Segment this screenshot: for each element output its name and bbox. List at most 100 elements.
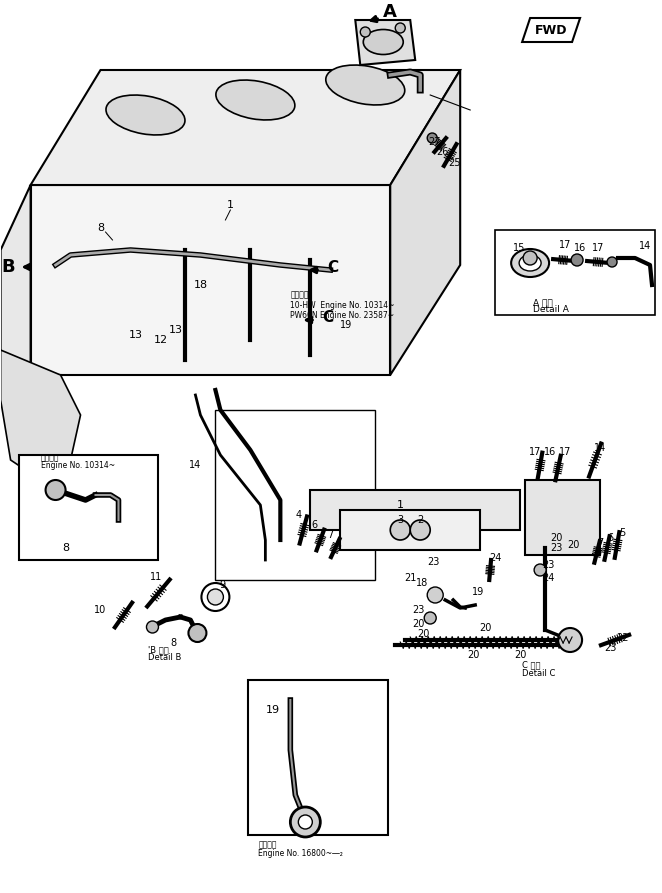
Text: 6: 6	[311, 520, 317, 530]
Ellipse shape	[363, 29, 403, 54]
Text: 1: 1	[397, 500, 404, 510]
Text: 22: 22	[616, 633, 628, 643]
Text: 11: 11	[150, 572, 163, 582]
Text: 适用番号: 适用番号	[291, 290, 309, 299]
Text: 20: 20	[514, 650, 526, 660]
Text: 20: 20	[567, 540, 579, 550]
Polygon shape	[30, 70, 460, 185]
Text: 20: 20	[417, 629, 430, 639]
Bar	[495, 230, 655, 315]
Ellipse shape	[326, 65, 404, 105]
Text: 20: 20	[467, 650, 479, 660]
Circle shape	[189, 624, 207, 642]
Circle shape	[558, 628, 582, 652]
Circle shape	[523, 251, 537, 265]
Circle shape	[391, 520, 410, 540]
Text: 2: 2	[417, 515, 423, 525]
Text: 21: 21	[404, 573, 416, 583]
Text: Engine No. 10314~: Engine No. 10314~	[40, 462, 115, 471]
Ellipse shape	[216, 80, 295, 120]
Polygon shape	[30, 185, 391, 375]
Text: 13: 13	[128, 330, 142, 340]
Circle shape	[395, 23, 405, 33]
Text: 20: 20	[479, 623, 491, 633]
Text: 16: 16	[544, 447, 556, 457]
Text: PW60N Engine No. 23587~: PW60N Engine No. 23587~	[291, 311, 395, 320]
Circle shape	[424, 612, 436, 624]
Text: 14: 14	[594, 443, 606, 453]
Text: 24: 24	[542, 573, 554, 583]
Circle shape	[534, 564, 546, 576]
Text: 1: 1	[227, 200, 234, 210]
Text: 8: 8	[97, 223, 104, 233]
Text: 17: 17	[559, 240, 571, 250]
Ellipse shape	[519, 255, 541, 271]
Text: 5: 5	[619, 528, 625, 538]
Text: FWD: FWD	[535, 23, 567, 37]
Text: 8: 8	[62, 543, 69, 553]
Text: 'B 詳細: 'B 詳細	[148, 646, 169, 655]
Text: 适用番号: 适用番号	[40, 454, 59, 463]
Polygon shape	[525, 480, 600, 555]
Circle shape	[146, 621, 158, 633]
Circle shape	[427, 133, 437, 143]
Polygon shape	[340, 510, 480, 550]
Circle shape	[299, 815, 312, 829]
Circle shape	[46, 480, 66, 500]
Text: 10: 10	[95, 605, 107, 615]
Text: 23: 23	[542, 560, 554, 570]
Text: 适用番号: 适用番号	[258, 840, 277, 849]
Text: 4: 4	[295, 510, 301, 520]
Text: 19: 19	[265, 705, 279, 715]
Circle shape	[571, 254, 583, 266]
Circle shape	[410, 520, 430, 540]
Text: 17: 17	[559, 447, 571, 457]
Text: 19: 19	[340, 320, 353, 330]
Text: 14: 14	[189, 460, 201, 470]
Text: C: C	[323, 310, 334, 324]
Polygon shape	[1, 185, 60, 450]
Text: 17: 17	[529, 447, 542, 457]
Circle shape	[201, 583, 230, 611]
Text: Engine No. 16800~―₂: Engine No. 16800~―₂	[258, 848, 344, 857]
Text: 23: 23	[427, 557, 440, 567]
Bar	[19, 455, 158, 560]
Polygon shape	[310, 490, 520, 530]
Text: B: B	[2, 258, 15, 276]
Bar	[248, 680, 388, 835]
Text: A: A	[383, 3, 397, 21]
Text: 23: 23	[550, 543, 562, 553]
Circle shape	[207, 589, 223, 605]
Text: 27: 27	[428, 137, 441, 147]
Text: 7: 7	[327, 530, 334, 540]
Text: A 詳細: A 詳細	[533, 298, 553, 307]
Text: C 詳細: C 詳細	[522, 661, 541, 670]
Text: 19: 19	[472, 587, 485, 597]
Text: 20: 20	[412, 619, 424, 629]
Text: 16: 16	[574, 243, 586, 253]
Polygon shape	[355, 20, 415, 65]
Text: 24: 24	[489, 553, 501, 563]
Text: 7: 7	[597, 538, 603, 548]
Circle shape	[427, 587, 443, 603]
Text: 14: 14	[639, 241, 651, 251]
Circle shape	[291, 807, 320, 837]
Text: Detail C: Detail C	[522, 669, 555, 678]
Ellipse shape	[106, 95, 185, 135]
Text: 26: 26	[436, 147, 449, 157]
Text: 12: 12	[154, 335, 167, 345]
Text: Detail B: Detail B	[148, 654, 182, 663]
Text: 20: 20	[550, 533, 562, 543]
Bar	[215, 410, 375, 580]
Text: C: C	[328, 260, 339, 274]
Text: 23: 23	[604, 643, 616, 653]
Polygon shape	[391, 70, 460, 375]
Text: 18: 18	[416, 578, 428, 588]
Text: Detail A: Detail A	[533, 305, 569, 314]
Text: 18: 18	[193, 280, 207, 290]
Text: 6: 6	[607, 533, 613, 543]
Text: 17: 17	[592, 243, 604, 253]
Circle shape	[607, 257, 617, 267]
Polygon shape	[1, 350, 81, 480]
Polygon shape	[522, 18, 580, 42]
